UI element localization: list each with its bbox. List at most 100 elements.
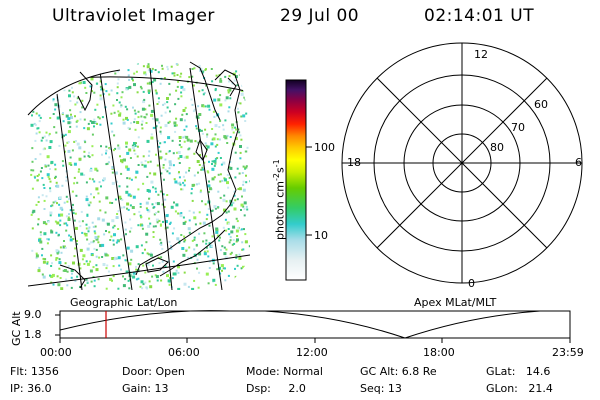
speckle — [105, 63, 108, 66]
speckle — [70, 116, 73, 119]
info-gain: Gain: 13 — [122, 382, 169, 395]
speckle — [173, 74, 176, 77]
speckle — [231, 243, 234, 246]
speckle — [119, 112, 122, 115]
speckle — [125, 116, 128, 120]
polar-lat-80: 80 — [490, 141, 504, 154]
speckle — [225, 248, 228, 251]
speckle — [150, 109, 154, 113]
speckle — [159, 190, 162, 193]
speckle — [131, 77, 134, 80]
speckle — [147, 253, 150, 256]
speckle — [137, 188, 140, 191]
speckle — [72, 212, 75, 215]
speckle — [125, 88, 128, 91]
speckle — [166, 226, 169, 229]
polar-lat-70: 70 — [511, 121, 525, 134]
speckle — [101, 218, 105, 222]
speckle — [92, 225, 95, 228]
speckle — [139, 202, 142, 205]
speckle — [86, 213, 89, 216]
speckle — [89, 120, 92, 123]
speckle — [234, 126, 237, 129]
speckle — [51, 273, 55, 277]
speckle — [182, 181, 185, 184]
speckle — [45, 131, 48, 134]
speckle — [112, 239, 115, 242]
speckle — [67, 265, 70, 267]
speckle — [173, 272, 177, 276]
speckle — [233, 194, 236, 197]
speckle — [118, 62, 121, 65]
speckle — [113, 258, 116, 261]
speckle — [165, 214, 169, 218]
speckle — [149, 285, 153, 289]
speckle — [50, 254, 53, 257]
speckle — [150, 113, 154, 117]
speckle — [161, 247, 164, 250]
speckle — [160, 256, 163, 259]
speckle — [64, 144, 67, 147]
speckle — [96, 169, 99, 172]
speckle — [246, 93, 249, 96]
speckle — [198, 252, 202, 256]
speckle — [221, 179, 224, 182]
speckle — [150, 180, 154, 184]
speckle — [120, 238, 123, 241]
speckle — [190, 187, 193, 190]
speckle — [48, 146, 52, 149]
speckle — [167, 121, 170, 124]
speckle — [213, 115, 216, 118]
polar-label-0: 0 — [468, 277, 475, 290]
speckle — [208, 224, 211, 227]
speckle — [127, 208, 130, 211]
speckle — [207, 171, 210, 174]
speckle — [198, 271, 201, 274]
speckle — [139, 214, 142, 217]
speckle — [42, 68, 45, 71]
speckle — [54, 108, 57, 111]
speckle — [240, 138, 243, 141]
instrument-title: Ultraviolet Imager — [52, 6, 215, 26]
speckle — [206, 145, 210, 149]
speckle — [35, 256, 38, 259]
speckle — [152, 206, 155, 209]
speckle — [234, 137, 238, 141]
speckle — [154, 89, 157, 92]
speckle — [159, 132, 162, 135]
speckle — [99, 209, 102, 212]
speckle — [63, 201, 66, 204]
speckle — [227, 89, 230, 92]
speckle — [146, 139, 150, 143]
speckle — [93, 230, 96, 233]
speckle — [234, 151, 237, 154]
speckle — [50, 265, 53, 267]
speckle — [117, 110, 120, 113]
speckle — [34, 123, 37, 126]
speckle — [83, 150, 86, 153]
speckle — [49, 274, 51, 277]
speckle — [164, 220, 168, 224]
speckle — [177, 97, 180, 100]
speckle — [125, 270, 129, 274]
speckle — [52, 201, 55, 204]
speckle — [168, 240, 171, 243]
lat-lon-grid — [28, 67, 250, 290]
speckle — [38, 114, 41, 117]
speckle — [30, 123, 34, 127]
speckle — [107, 161, 110, 164]
speckle — [89, 168, 93, 172]
speckle — [62, 77, 65, 80]
speckle — [112, 275, 115, 278]
speckle — [155, 153, 157, 156]
speckle — [67, 218, 71, 221]
speckle — [192, 110, 195, 113]
speckle — [68, 198, 71, 201]
speckle — [32, 209, 36, 213]
speckle — [89, 260, 92, 263]
speckle — [205, 84, 208, 87]
speckle — [130, 227, 133, 230]
speckle — [52, 113, 55, 115]
speckle — [219, 249, 222, 252]
speckle — [56, 116, 60, 120]
